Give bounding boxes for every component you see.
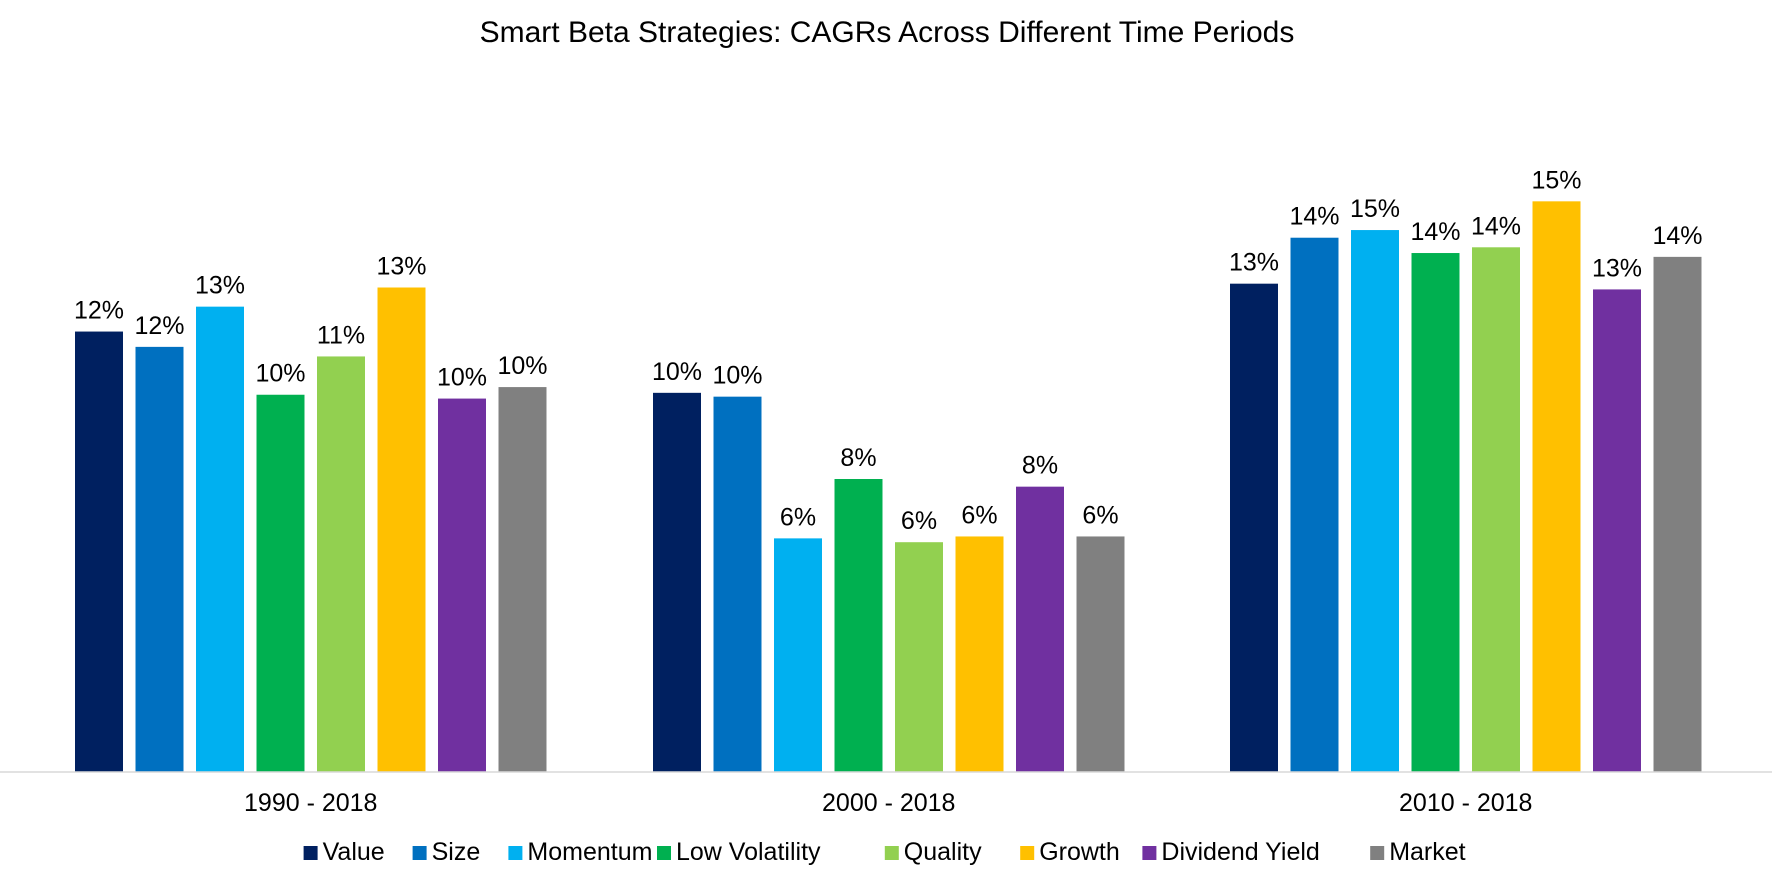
bar-momentum-3 (1351, 230, 1399, 772)
data-label-growth-2: 6% (961, 501, 997, 529)
bar-low-volatility-3 (1412, 253, 1460, 772)
x-axis-category-label: 2000 - 2018 (822, 789, 955, 817)
bar-low-volatility-2 (835, 479, 883, 772)
bar-market-1 (499, 387, 547, 772)
bar-low-volatility-1 (257, 395, 305, 772)
data-label-growth-3: 15% (1531, 166, 1581, 194)
data-label-dividend-yield-1: 10% (437, 364, 487, 392)
legend-swatch-dividend-yield (1142, 846, 1156, 860)
x-axis-category-label: 1990 - 2018 (244, 789, 377, 817)
legend-swatch-low-volatility (657, 846, 671, 860)
data-label-low-volatility-2: 8% (840, 444, 876, 472)
legend-label-market: Market (1389, 838, 1465, 866)
bar-size-1 (136, 347, 184, 772)
bar-value-3 (1230, 284, 1278, 772)
bars-group (75, 201, 1702, 772)
x-axis-category-label: 2010 - 2018 (1399, 789, 1532, 817)
bar-market-3 (1654, 257, 1702, 772)
data-label-market-1: 10% (497, 352, 547, 380)
data-label-dividend-yield-2: 8% (1022, 452, 1058, 480)
legend-swatch-market (1370, 846, 1384, 860)
chart-container: Smart Beta Strategies: CAGRs Across Diff… (0, 0, 1772, 886)
legend: Value Size Momentum Low Volatility Quality Gr… (304, 838, 1466, 866)
legend-label-quality: Quality (904, 838, 982, 866)
data-label-quality-2: 6% (901, 507, 937, 535)
data-label-momentum-1: 13% (195, 272, 245, 300)
bar-value-1 (75, 332, 123, 772)
bar-momentum-2 (774, 538, 822, 772)
legend-label-low-volatility: Low Volatility (676, 838, 821, 866)
legend-label-dividend-yield: Dividend Yield (1161, 838, 1319, 866)
bar-quality-3 (1472, 247, 1520, 772)
legend-swatch-growth (1020, 846, 1034, 860)
legend-swatch-size (413, 846, 427, 860)
data-label-size-2: 10% (712, 362, 762, 390)
bar-momentum-1 (196, 307, 244, 772)
x-axis-categories: 1990 - 2018 2000 - 2018 2010 - 2018 (244, 789, 1532, 817)
data-label-size-1: 12% (134, 312, 184, 340)
legend-label-value: Value (323, 838, 385, 866)
bar-quality-1 (317, 356, 365, 772)
bar-size-2 (714, 397, 762, 772)
legend-label-momentum: Momentum (527, 838, 652, 866)
legend-label-growth: Growth (1039, 838, 1120, 866)
bar-dividend-yield-2 (1016, 487, 1064, 772)
data-label-market-3: 14% (1652, 222, 1702, 250)
bar-growth-2 (956, 536, 1004, 772)
data-label-low-volatility-3: 14% (1410, 218, 1460, 246)
legend-label-size: Size (432, 838, 481, 866)
chart-title: Smart Beta Strategies: CAGRs Across Diff… (480, 16, 1295, 49)
bar-growth-3 (1533, 201, 1581, 772)
data-label-market-2: 6% (1082, 501, 1118, 529)
legend-swatch-value (304, 846, 318, 860)
bar-quality-2 (895, 542, 943, 772)
legend-swatch-quality (885, 846, 899, 860)
bar-growth-1 (378, 288, 426, 772)
bar-market-2 (1077, 536, 1125, 772)
bar-value-2 (653, 393, 701, 772)
data-label-growth-1: 13% (376, 253, 426, 281)
data-label-momentum-3: 15% (1350, 195, 1400, 223)
data-label-size-3: 14% (1289, 203, 1339, 231)
legend-swatch-momentum (508, 846, 522, 860)
bar-size-3 (1291, 238, 1339, 772)
data-label-dividend-yield-3: 13% (1592, 254, 1642, 282)
bar-dividend-yield-1 (438, 399, 486, 772)
data-label-value-1: 12% (74, 297, 124, 325)
data-label-quality-1: 11% (317, 321, 365, 349)
bar-dividend-yield-3 (1593, 289, 1641, 772)
data-label-quality-3: 14% (1471, 212, 1521, 240)
data-label-low-volatility-1: 10% (255, 360, 305, 388)
data-label-momentum-2: 6% (780, 503, 816, 531)
data-label-value-2: 10% (652, 358, 702, 386)
data-label-value-3: 13% (1229, 249, 1279, 277)
chart-canvas: Smart Beta Strategies: CAGRs Across Diff… (0, 0, 1772, 886)
